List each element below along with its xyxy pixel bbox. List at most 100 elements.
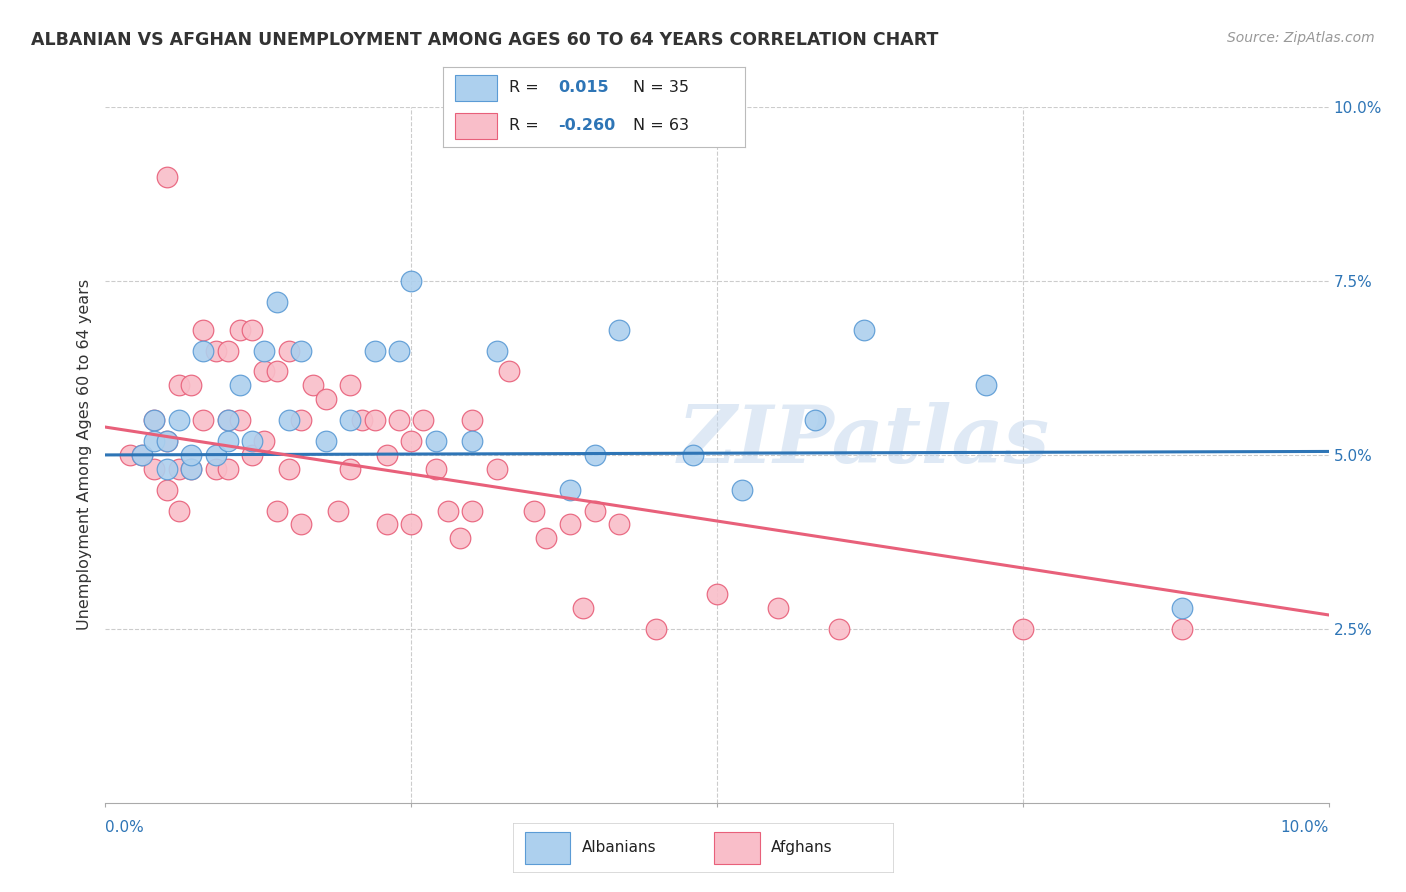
Point — [217, 434, 239, 448]
Point — [155, 434, 177, 448]
Point — [461, 413, 484, 427]
Point — [485, 343, 508, 358]
Point — [266, 364, 288, 378]
Point — [682, 448, 704, 462]
Point — [240, 434, 263, 448]
Point — [302, 378, 325, 392]
Point — [326, 503, 349, 517]
Bar — [456, 75, 498, 102]
Point — [193, 413, 215, 427]
Point — [118, 448, 141, 462]
Point — [768, 601, 790, 615]
Text: Albanians: Albanians — [582, 840, 657, 855]
Point — [253, 364, 276, 378]
Point — [193, 343, 215, 358]
Point — [828, 622, 851, 636]
Text: N = 35: N = 35 — [633, 80, 689, 95]
Point — [217, 343, 239, 358]
Point — [180, 462, 202, 476]
Point — [706, 587, 728, 601]
Point — [412, 413, 434, 427]
Point — [339, 462, 361, 476]
Point — [560, 517, 582, 532]
Point — [143, 462, 166, 476]
Point — [229, 378, 252, 392]
Point — [363, 413, 385, 427]
Point — [253, 434, 276, 448]
Point — [253, 343, 276, 358]
Point — [339, 378, 361, 392]
Text: -0.260: -0.260 — [558, 118, 614, 133]
Text: R =: R = — [509, 118, 538, 133]
Point — [388, 343, 411, 358]
Point — [180, 448, 202, 462]
Point — [401, 517, 423, 532]
Point — [167, 462, 190, 476]
Point — [155, 462, 177, 476]
Point — [143, 413, 166, 427]
Point — [401, 434, 423, 448]
Point — [485, 462, 508, 476]
Point — [644, 622, 666, 636]
Point — [534, 532, 557, 546]
Point — [290, 413, 312, 427]
Point — [240, 448, 263, 462]
Point — [571, 601, 593, 615]
Point — [290, 343, 312, 358]
Point — [352, 413, 374, 427]
Point — [278, 462, 301, 476]
Point — [131, 448, 153, 462]
Point — [266, 294, 288, 309]
Point — [1171, 601, 1194, 615]
Point — [290, 517, 312, 532]
Bar — [456, 112, 498, 139]
Text: N = 63: N = 63 — [633, 118, 689, 133]
Point — [498, 364, 520, 378]
Point — [204, 343, 226, 358]
Point — [278, 343, 301, 358]
Point — [217, 462, 239, 476]
Point — [461, 434, 484, 448]
Text: ZIPatlas: ZIPatlas — [678, 402, 1050, 480]
Text: 0.015: 0.015 — [558, 80, 609, 95]
Text: 0.0%: 0.0% — [105, 821, 145, 835]
Point — [204, 448, 226, 462]
Point — [425, 462, 447, 476]
Point — [217, 413, 239, 427]
Point — [229, 323, 252, 337]
Point — [852, 323, 875, 337]
Point — [204, 462, 226, 476]
Point — [1011, 622, 1033, 636]
Point — [730, 483, 752, 497]
Point — [167, 413, 190, 427]
Point — [523, 503, 546, 517]
Point — [131, 448, 153, 462]
Bar — [524, 832, 571, 863]
Point — [607, 323, 630, 337]
Point — [217, 413, 239, 427]
Point — [560, 483, 582, 497]
Point — [266, 503, 288, 517]
Text: Source: ZipAtlas.com: Source: ZipAtlas.com — [1227, 31, 1375, 45]
Point — [193, 323, 215, 337]
Point — [143, 434, 166, 448]
Point — [449, 532, 471, 546]
Point — [229, 413, 252, 427]
Point — [155, 483, 177, 497]
Point — [583, 503, 606, 517]
Point — [339, 413, 361, 427]
Bar — [714, 832, 759, 863]
Point — [315, 434, 337, 448]
Text: Afghans: Afghans — [772, 840, 832, 855]
Text: ALBANIAN VS AFGHAN UNEMPLOYMENT AMONG AGES 60 TO 64 YEARS CORRELATION CHART: ALBANIAN VS AFGHAN UNEMPLOYMENT AMONG AG… — [31, 31, 938, 49]
Point — [461, 503, 484, 517]
Y-axis label: Unemployment Among Ages 60 to 64 years: Unemployment Among Ages 60 to 64 years — [77, 279, 93, 631]
Point — [1171, 622, 1194, 636]
Point — [401, 274, 423, 288]
Point — [583, 448, 606, 462]
Point — [363, 343, 385, 358]
Point — [804, 413, 827, 427]
Point — [155, 169, 177, 184]
Point — [167, 503, 190, 517]
Point — [180, 462, 202, 476]
